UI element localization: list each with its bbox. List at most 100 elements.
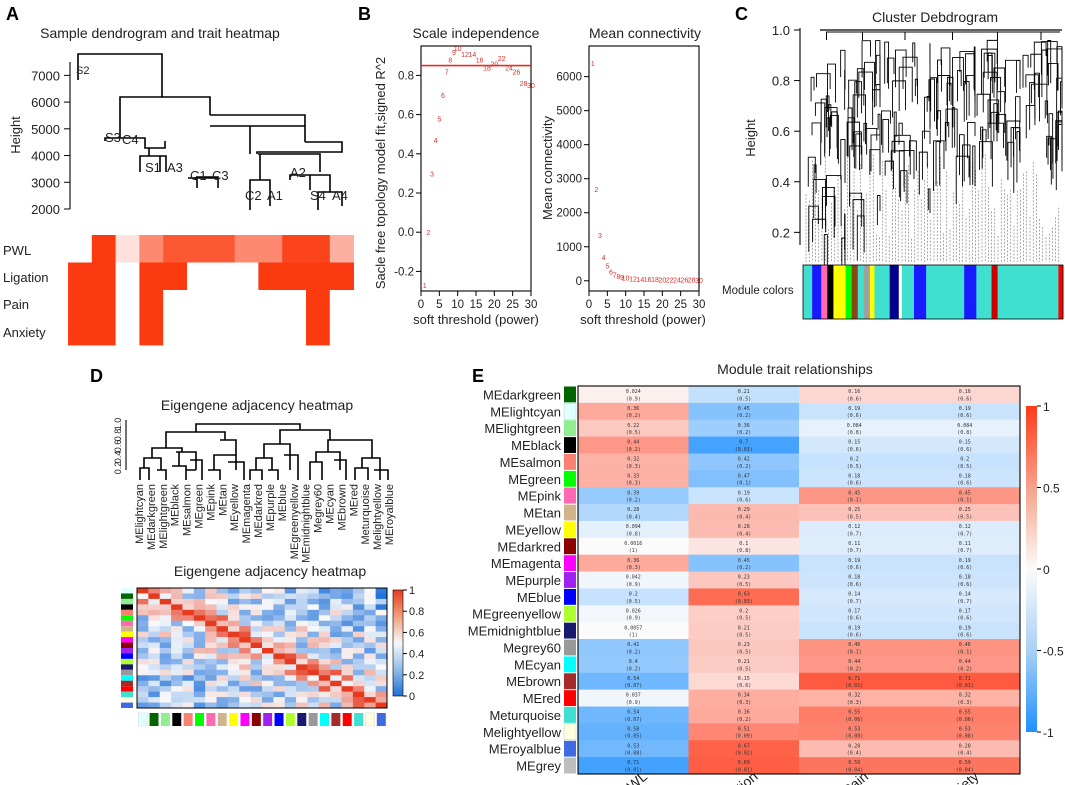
- panel-d-heat-cell: [273, 653, 286, 660]
- panel-e-row-color: [564, 453, 576, 470]
- panel-c-branch: [1040, 31, 1060, 40]
- panel-c-branch: [983, 52, 996, 83]
- panel-c-branch: [918, 151, 928, 195]
- panel-e-cell-r: 0.28: [848, 743, 860, 749]
- panel-d-heat-cell: [273, 686, 286, 692]
- panel-d-heat-cell: [159, 620, 172, 627]
- panel-c-branch: [876, 195, 881, 226]
- panel-c-branch: [870, 134, 881, 172]
- panel-d-heat-cell: [352, 593, 365, 600]
- panel-c-branch: [884, 41, 890, 89]
- panel-d-heat-cell: [239, 637, 251, 643]
- panel-b1-point: 1: [423, 283, 427, 290]
- panel-e-frame: [577, 385, 1021, 775]
- panel-d-heat-cell: [171, 664, 183, 671]
- panel-c-module-color-segment: [803, 265, 813, 319]
- panel-c-module-color-segment: [926, 265, 965, 319]
- panel-d-heat-cell: [239, 680, 251, 687]
- panel-d-module-label: MEroyalblue: [384, 484, 396, 545]
- panel-c-branch: [1005, 59, 1021, 103]
- panel-d-heat-cell: [341, 702, 354, 709]
- panel-d-heat-cell: [364, 598, 376, 605]
- panel-d-heat-cell: [137, 598, 149, 605]
- panel-b1-point: 10: [454, 46, 462, 53]
- panel-c-y-ticks: 0.2 0.4 0.6 0.8 1.0: [772, 23, 800, 240]
- panel-d-heat-cell: [307, 697, 320, 703]
- panel-e-cell-p: (0.6): [957, 396, 972, 402]
- panel-e-cell-r: 0.21: [738, 625, 750, 631]
- panel-e-cell-r: 0.12: [959, 524, 971, 530]
- panel-c-module-colors: [802, 264, 1064, 320]
- panel-a-sample-label: A1: [267, 188, 283, 203]
- panel-d-heat-cell: [307, 664, 320, 671]
- panel-e-cell-r: 0.36: [738, 423, 750, 429]
- panel-e-row-color: [564, 555, 576, 572]
- panel-d-heat-cell: [159, 615, 172, 622]
- panel-e-row-color: [564, 605, 576, 622]
- panel-e-row-color: [564, 757, 576, 774]
- panel-d-heat-cell: [330, 593, 342, 600]
- panel-d-heat-cell: [375, 664, 388, 671]
- panel-e-cell-p: (0.5): [736, 666, 751, 672]
- panel-d-heat-cell: [296, 702, 308, 709]
- panel-d-heat-cell: [171, 697, 183, 703]
- panel-d-heat-cell: [216, 631, 229, 638]
- panel-c-branch: [1046, 48, 1063, 95]
- panel-d-heat-cell: [193, 609, 206, 616]
- panel-e-colorbar-tick-label: -0.5: [1043, 645, 1064, 659]
- panel-d-heat-cell: [193, 648, 206, 654]
- panel-e-heat-cell: [578, 723, 689, 741]
- panel-d-heat-cell: [341, 697, 354, 703]
- panel-d-heatmap-title: Eigengene adjacency heatmap: [174, 563, 366, 579]
- panel-d-heat-cell: [250, 615, 263, 622]
- panel-e-heat-cell: [799, 470, 910, 488]
- panel-d-heat-cell: [193, 604, 206, 611]
- panel-d-heat-cell: [296, 593, 308, 600]
- panel-c-title: Cluster Debdrogram: [872, 9, 998, 25]
- panel-e-cell-p: (0.01): [735, 767, 753, 773]
- panel-e-row-label: MEyellow: [505, 522, 561, 537]
- panel-e-cell-p: (0.2): [736, 413, 751, 419]
- panel-d-heat-cell: [273, 702, 286, 709]
- panel-d-bottom-color: [217, 713, 227, 726]
- panel-d-heat-cell: [318, 588, 331, 594]
- panel-c-branch: [1007, 141, 1015, 194]
- panel-d-heat-cell: [352, 631, 365, 638]
- panel-c-module-color-segment: [869, 265, 875, 319]
- panel-e-cell-r: 0.19: [848, 625, 860, 631]
- panel-d-heat-cell: [182, 680, 195, 687]
- panel-d-heat-cell: [352, 637, 365, 643]
- panel-e-heat-cell: [799, 453, 910, 471]
- panel-e-heat-cell: [799, 487, 910, 505]
- panel-d-heat-cell: [284, 691, 297, 698]
- panel-d-heat-cell: [352, 615, 365, 622]
- panel-d-heat-cell: [216, 680, 229, 687]
- panel-d-heat-cell: [193, 626, 206, 632]
- panel-d-heat-cell: [375, 593, 388, 600]
- panel-d-heat-cell: [148, 593, 161, 600]
- panel-e-row-label: MEblue: [517, 590, 561, 605]
- panel-c-branch: [987, 54, 993, 94]
- panel-d-heat-cell: [137, 680, 149, 687]
- panel-d-module-label: MEdarkred: [253, 484, 265, 538]
- panel-d-heat-cell: [375, 648, 388, 654]
- panel-d-heat-cell: [284, 637, 297, 643]
- panel-d-heat-cell: [273, 664, 286, 671]
- panel-d-bottom-color: [320, 713, 329, 726]
- panel-e-cell-p: (0.2): [626, 649, 641, 655]
- panel-c-y-tick-label: 0.6: [772, 124, 790, 139]
- panel-e-heat-cell: [578, 571, 689, 589]
- panel-a-trait-heatmap: [68, 235, 354, 346]
- panel-c-module-color-segment: [898, 265, 903, 319]
- panel-d-heat-cell: [307, 675, 320, 682]
- panel-d-heat-cell: [364, 691, 376, 698]
- panel-e-cell-r: 0.59: [848, 760, 860, 766]
- panel-d-heat-cell: [375, 691, 388, 698]
- panel-b1-ylabel: Sacle free topology model fit,signed R^2: [373, 57, 388, 289]
- panel-c-module-color-segment: [821, 265, 828, 319]
- panel-d-bottom-color: [149, 713, 159, 726]
- panel-d-heat-cell: [148, 680, 161, 687]
- panel-b1-point: 16: [476, 58, 484, 65]
- panel-d-heat-cell: [205, 642, 217, 649]
- panel-c-y-tick-label: 0.8: [772, 74, 790, 89]
